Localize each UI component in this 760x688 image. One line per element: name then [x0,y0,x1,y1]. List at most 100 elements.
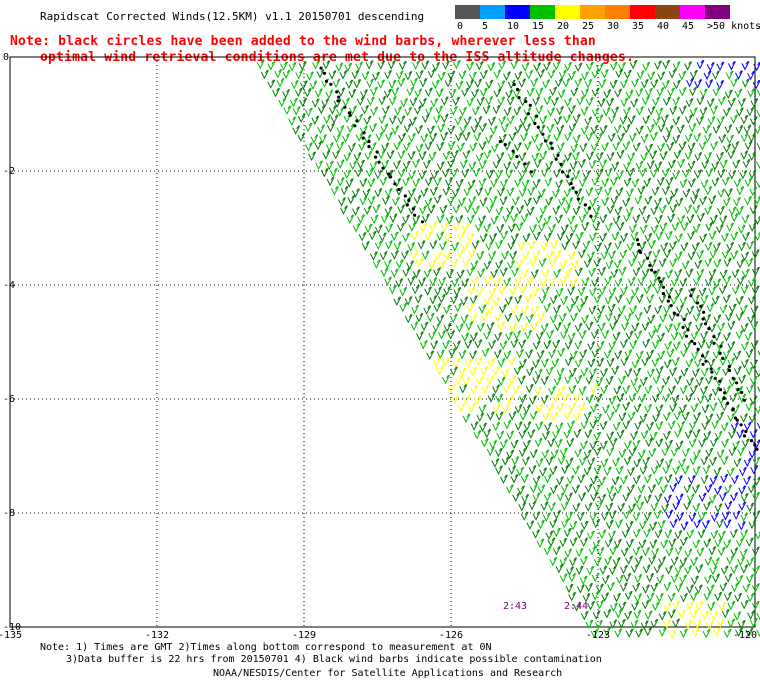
wind-barb [637,259,646,269]
wind-barb [381,142,390,153]
wind-barb [614,206,623,216]
wind-barb [684,204,693,214]
wind-barb [698,287,707,297]
wind-barb [514,404,523,414]
wind-barb [642,584,650,594]
wind-barb [513,142,522,152]
wind-barb [603,466,612,477]
wind-barb [754,531,760,540]
wind-barb [652,96,661,107]
wind-barb [679,296,688,306]
wind-barb [685,98,694,108]
wind-barb [673,322,682,332]
wind-barb [702,465,711,475]
wind-barb [547,69,556,79]
wind-barb [498,60,507,70]
wind-barb [665,565,674,575]
contamination-dot [550,146,554,150]
wind-barb [452,96,461,107]
wind-barb [660,539,669,549]
wind-barb [593,431,602,442]
wind-barb [555,564,564,574]
wind-barb [623,106,632,117]
wind-barb [635,160,644,171]
wind-barb [468,196,477,206]
wind-barb [597,322,606,332]
wind-barb [495,411,504,421]
wind-barb [572,502,581,513]
wind-barb [536,350,545,360]
wind-barb [556,476,564,486]
wind-barb [751,249,760,259]
contamination-dot [733,416,738,420]
wind-barb [470,385,479,395]
wind-barb [510,233,519,243]
wind-barb [724,188,733,198]
wind-barb [646,349,655,360]
wind-barb [688,123,697,133]
wind-barb [739,170,748,180]
wind-barb [687,230,696,241]
legend-swatch [680,5,705,19]
wind-barb [669,482,678,493]
wind-barb [669,240,678,251]
contamination-dot [712,341,716,345]
wind-barb [708,230,717,241]
wind-barb [634,593,643,603]
wind-barb [294,87,303,98]
wind-barb [589,197,598,208]
wind-barb [732,510,741,520]
wind-barb [590,403,599,414]
wind-barb [561,393,570,403]
wind-barb [645,87,653,98]
wind-barb [566,303,575,314]
wind-barb [574,340,583,350]
wind-barb [643,177,652,188]
contamination-dot [511,149,515,153]
wind-barb [666,348,675,359]
wind-barb [739,304,748,315]
wind-barb [652,413,661,423]
wind-barb [724,124,733,134]
contamination-dot [355,119,359,123]
wind-barb [599,159,608,169]
contamination-dot [755,447,759,451]
contamination-dot [653,270,657,274]
wind-barb [319,134,328,144]
wind-barb [595,168,604,178]
wind-barb [418,151,427,161]
wind-barb [353,79,362,89]
wind-barb [557,89,566,99]
wind-barb [586,151,595,161]
wind-barb [680,367,689,378]
wind-barb [572,151,581,162]
wind-barb [504,312,513,323]
wind-barb [410,77,418,88]
contamination-dot [701,354,705,358]
wind-barb [616,221,625,232]
wind-barb [646,421,655,432]
wind-barb [524,141,532,151]
wind-barb [497,358,506,368]
wind-barb [560,501,569,511]
contamination-dot [362,131,366,135]
wind-barb [741,438,750,448]
contamination-dot [361,136,365,140]
wind-barb [680,348,689,358]
contamination-dot [661,285,666,289]
wind-barb [684,133,693,143]
wind-barb [343,152,352,162]
wind-barb [412,178,421,188]
wind-barb [672,341,681,351]
wind-barb [725,70,734,80]
wind-barb [686,493,695,503]
wind-barb [439,241,448,251]
wind-barb [322,150,331,160]
wind-barb [474,339,483,349]
wind-barb [570,87,579,97]
wind-barb [593,484,601,494]
wind-barb [327,122,335,133]
wind-barb [437,71,446,82]
wind-barb [601,197,610,207]
wind-barb [548,224,557,234]
